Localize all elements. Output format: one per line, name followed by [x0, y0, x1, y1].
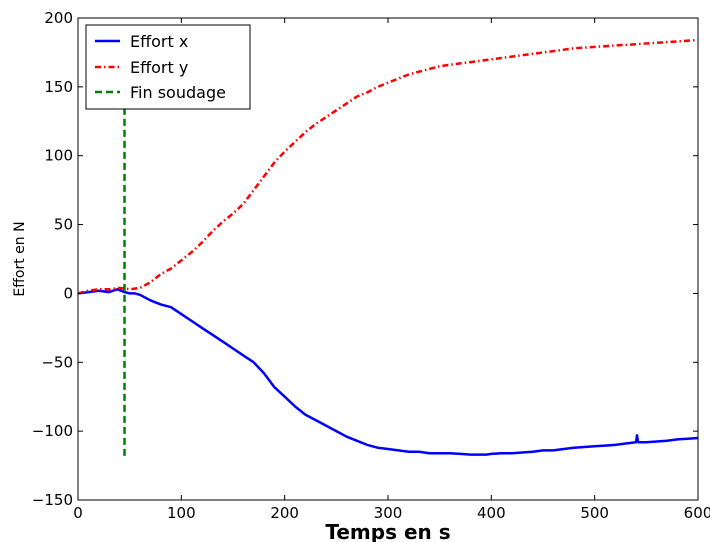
x-tick-label: 400 [477, 504, 506, 522]
y-tick-label: −100 [32, 422, 73, 440]
y-tick-label: 0 [63, 284, 73, 302]
x-tick-label: 500 [580, 504, 609, 522]
x-tick-label: 600 [684, 504, 710, 522]
legend: Effort x Effort y Fin soudage [85, 24, 251, 110]
y-axis-label: Effort en N [12, 221, 28, 296]
x-tick-label: 300 [374, 504, 403, 522]
x-tick-label: 0 [73, 504, 83, 522]
series-line-effort-y [77, 38, 699, 295]
x-axis-label: Temps en s [325, 520, 450, 542]
y-tick-label: 50 [54, 216, 73, 234]
y-tick-label: 150 [44, 78, 73, 96]
y-tick-label: 100 [44, 147, 73, 165]
y-tick-label: 200 [44, 9, 73, 27]
legend-label-effort-x: Effort x [130, 32, 188, 51]
series-layer [77, 38, 699, 456]
series-line-effort-x [77, 288, 699, 456]
y-tick-label: −50 [41, 353, 73, 371]
x-tick-label: 100 [167, 504, 196, 522]
x-tick-label: 200 [270, 504, 299, 522]
ticks-layer: 0 100 200 300 400 500 600 −150 −100 −50 0 50 100 150 2… [32, 9, 710, 522]
plot-area-frame [77, 17, 699, 501]
legend-label-effort-y: Effort y [130, 58, 188, 77]
legend-label-fin-soudage: Fin soudage [130, 83, 226, 102]
y-tick-label: −150 [32, 491, 73, 509]
